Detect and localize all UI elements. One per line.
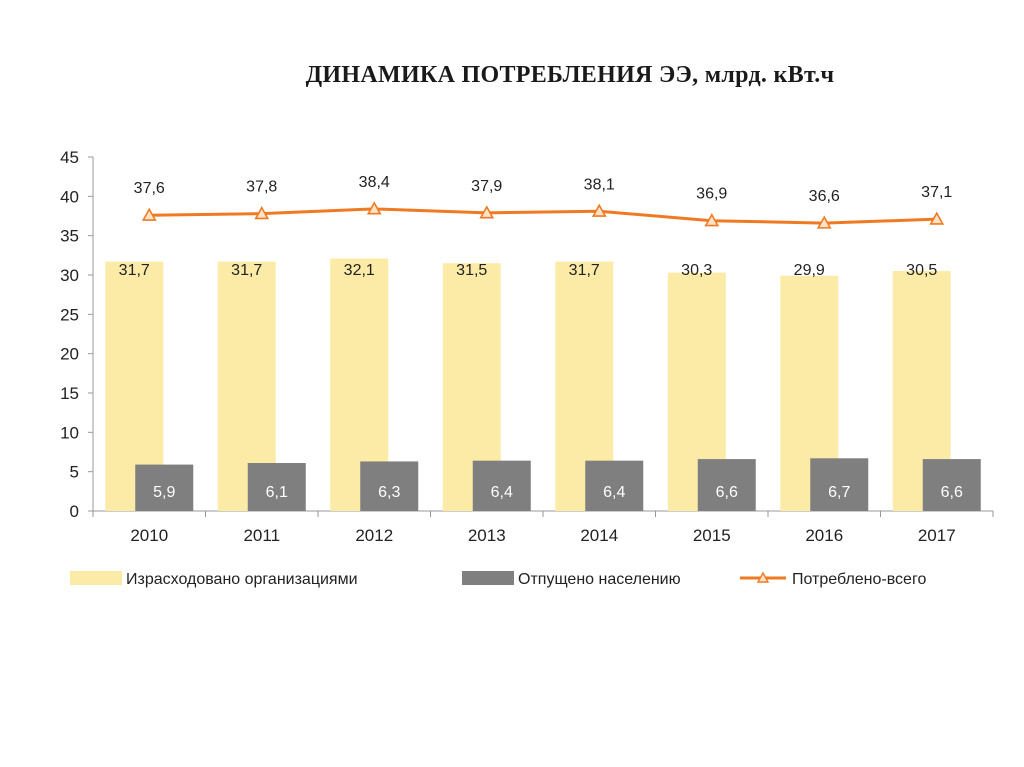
x-tick-label: 2015 (693, 526, 731, 545)
x-tick-label: 2014 (580, 526, 618, 545)
y-tick-label: 10 (60, 423, 79, 442)
x-tick-label: 2016 (805, 526, 843, 545)
y-tick-label: 15 (60, 384, 79, 403)
legend-swatch-population (462, 571, 514, 585)
bar-population-label: 6,6 (941, 484, 963, 501)
bar-organizations-label: 31,7 (569, 262, 600, 279)
legend-swatch-organizations (70, 571, 122, 585)
bar-population (135, 464, 194, 511)
bar-population-label: 5,9 (153, 484, 175, 501)
bar-organizations-label: 32,1 (344, 262, 375, 279)
y-tick-label: 30 (60, 266, 79, 285)
total-point-label: 36,9 (696, 186, 727, 203)
bar-population (697, 459, 756, 511)
total-point-label: 37,1 (921, 184, 952, 201)
bar-population-label: 6,4 (603, 484, 625, 501)
bar-organizations-label: 30,3 (681, 262, 712, 279)
y-tick-label: 25 (60, 305, 79, 324)
bar-organizations-label: 31,7 (231, 262, 262, 279)
y-tick-label: 40 (60, 187, 79, 206)
total-point-label: 37,9 (471, 178, 502, 195)
data-labels: 31,7 31,7 32,1 31,5 31,7 30,3 29,9 30,5 5,9 6,1 6,… (119, 174, 963, 501)
bar-population-label: 6,7 (828, 484, 850, 501)
x-tick-label: 2017 (918, 526, 956, 545)
total-point-marker (479, 205, 495, 219)
total-point-marker (816, 215, 832, 229)
total-point-marker (366, 201, 382, 215)
x-tick-label: 2011 (243, 526, 280, 545)
bar-population (585, 460, 644, 511)
x-tick-label: 2012 (355, 526, 393, 545)
x-tick-label: 2013 (468, 526, 506, 545)
y-tick-label: 45 (60, 148, 79, 167)
legend-label-population: Отпущено населению (518, 571, 681, 588)
total-point-label: 36,6 (809, 188, 840, 205)
y-tick-label: 0 (70, 502, 79, 521)
total-point-label: 37,6 (134, 180, 165, 197)
total-line-path (149, 207, 937, 225)
bar-organizations-label: 31,5 (456, 262, 487, 279)
total-point-label: 38,1 (584, 176, 615, 193)
bar-population-label: 6,3 (378, 484, 400, 501)
y-tick-label: 20 (60, 345, 79, 364)
total-line (141, 201, 945, 229)
chart-title: ДИНАМИКА ПОТРЕБЛЕНИЯ ЭЭ, млрд. кВт.ч (305, 62, 835, 88)
x-tick-label: 2010 (130, 526, 168, 545)
bar-population (360, 461, 419, 511)
bar-population-label: 6,6 (716, 484, 738, 501)
total-point-label: 37,8 (246, 179, 277, 196)
bar-population-label: 6,4 (491, 484, 513, 501)
total-point-marker (704, 213, 720, 227)
total-point-marker (929, 211, 945, 225)
bar-population (247, 463, 306, 511)
y-tick-label: 35 (60, 227, 79, 246)
bars (105, 258, 981, 511)
bar-population (810, 458, 869, 511)
total-point-marker (141, 207, 157, 221)
legend-swatch-total-marker (756, 571, 770, 583)
total-point-marker (254, 205, 270, 220)
bar-organizations-label: 30,5 (906, 262, 937, 279)
legend-label-organizations: Израсходовано организациями (126, 571, 358, 588)
bar-population (472, 460, 531, 511)
total-point-label: 38,4 (359, 174, 390, 191)
y-tick-label: 5 (70, 463, 79, 482)
bar-population (922, 459, 981, 511)
legend: Израсходовано организациями Отпущено насе… (70, 571, 926, 588)
bar-organizations-label: 31,7 (119, 262, 150, 279)
bar-organizations-label: 29,9 (794, 262, 825, 279)
bar-population-label: 6,1 (266, 484, 288, 501)
legend-label-total: Потреблено-всего (792, 571, 926, 588)
total-point-marker (591, 203, 607, 217)
